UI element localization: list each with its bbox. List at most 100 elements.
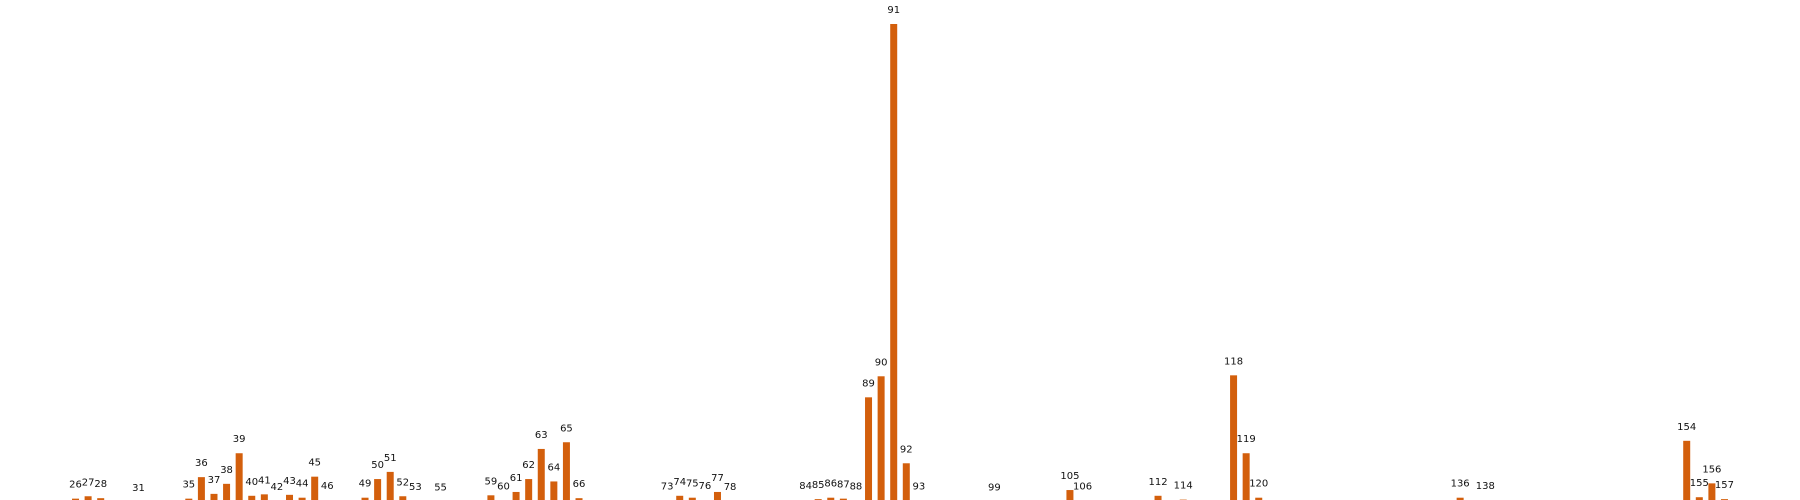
bar-62 [525, 479, 533, 500]
bar-label-45: 45 [308, 458, 321, 469]
bar-label-154: 154 [1677, 422, 1696, 433]
bar-label-73: 73 [661, 482, 674, 493]
bar-label-114: 114 [1174, 481, 1193, 492]
bar-61 [512, 491, 520, 500]
bar-label-31: 31 [132, 483, 145, 494]
bar-label-136: 136 [1451, 479, 1470, 490]
bar-label-156: 156 [1702, 464, 1721, 475]
bar-label-87: 87 [837, 480, 850, 491]
bar-86 [827, 497, 835, 500]
bar-35 [185, 498, 193, 500]
bar-label-44: 44 [296, 479, 309, 490]
bar-label-62: 62 [522, 460, 535, 471]
bar-119 [1242, 453, 1250, 500]
bar-154 [1683, 440, 1691, 500]
bar-label-120: 120 [1249, 479, 1268, 490]
bar-65 [562, 442, 570, 500]
bar-label-105: 105 [1060, 471, 1079, 482]
bar-label-157: 157 [1715, 480, 1734, 491]
bar-label-41: 41 [258, 475, 271, 486]
bar-64 [550, 481, 558, 500]
bar-label-60: 60 [497, 482, 510, 493]
bar-label-37: 37 [208, 475, 221, 486]
bar-label-63: 63 [535, 430, 548, 441]
bar-155 [1695, 497, 1703, 500]
bar-label-55: 55 [434, 483, 447, 494]
bar-59 [487, 495, 495, 500]
bar-52 [399, 496, 407, 500]
bar-26 [72, 498, 80, 500]
bar-39 [235, 453, 243, 500]
bar-label-91: 91 [887, 5, 900, 16]
bar-label-155: 155 [1690, 478, 1709, 489]
bar-label-93: 93 [913, 482, 926, 493]
bar-label-74: 74 [673, 477, 686, 488]
bar-92 [902, 463, 910, 500]
bar-label-99: 99 [988, 483, 1001, 494]
bar-91 [890, 24, 898, 500]
bar-136 [1456, 497, 1464, 500]
bar-63 [537, 448, 545, 500]
bar-label-42: 42 [271, 482, 284, 493]
bar-label-90: 90 [875, 357, 888, 368]
bar-label-106: 106 [1073, 482, 1092, 493]
bar-label-26: 26 [69, 480, 82, 491]
bar-77 [713, 491, 721, 500]
bar-label-65: 65 [560, 423, 573, 434]
bar-87 [839, 498, 847, 500]
bar-label-61: 61 [510, 473, 523, 484]
bar-49 [361, 497, 369, 500]
bar-38 [223, 483, 231, 500]
bar-45 [311, 476, 319, 500]
bar-label-46: 46 [321, 481, 334, 492]
bar-label-35: 35 [182, 480, 195, 491]
bar-label-112: 112 [1148, 477, 1167, 488]
bar-118 [1230, 375, 1238, 500]
bar-label-92: 92 [900, 444, 913, 455]
bar-label-76: 76 [699, 481, 712, 492]
bar-label-53: 53 [409, 482, 422, 493]
bar-50 [374, 479, 382, 500]
bar-label-40: 40 [245, 477, 258, 488]
bar-44 [298, 497, 306, 500]
bar-label-28: 28 [94, 479, 107, 490]
bar-label-52: 52 [396, 477, 409, 488]
bar-label-51: 51 [384, 453, 397, 464]
bar-label-84: 84 [799, 481, 812, 492]
bar-40 [248, 495, 256, 500]
bar-label-59: 59 [485, 476, 498, 487]
bar-27 [84, 496, 92, 500]
bar-label-119: 119 [1237, 434, 1256, 445]
bar-74 [676, 495, 684, 500]
bar-156 [1708, 483, 1716, 500]
bar-label-36: 36 [195, 458, 208, 469]
bar-label-50: 50 [371, 460, 384, 471]
bar-label-43: 43 [283, 476, 296, 487]
bar-112 [1154, 495, 1162, 500]
bar-label-66: 66 [573, 479, 586, 490]
bar-label-86: 86 [824, 479, 837, 490]
bar-89 [865, 397, 873, 500]
bar-label-77: 77 [711, 473, 724, 484]
bar-label-64: 64 [547, 462, 560, 473]
bar-label-78: 78 [724, 482, 737, 493]
bars-group [72, 24, 1728, 500]
bar-66 [575, 498, 583, 500]
bar-105 [1066, 490, 1074, 500]
bar-label-39: 39 [233, 434, 246, 445]
bar-label-27: 27 [82, 477, 95, 488]
bar-36 [197, 477, 205, 500]
bar-51 [386, 471, 394, 500]
bar-90 [877, 376, 885, 500]
bar-75 [688, 497, 696, 500]
bar-label-88: 88 [850, 482, 863, 493]
bar-120 [1255, 497, 1263, 500]
bar-37 [210, 493, 218, 500]
bar-label-85: 85 [812, 480, 825, 491]
bar-43 [286, 494, 294, 500]
bar-28 [97, 498, 105, 500]
bar-label-75: 75 [686, 479, 699, 490]
bar-label-89: 89 [862, 378, 875, 389]
